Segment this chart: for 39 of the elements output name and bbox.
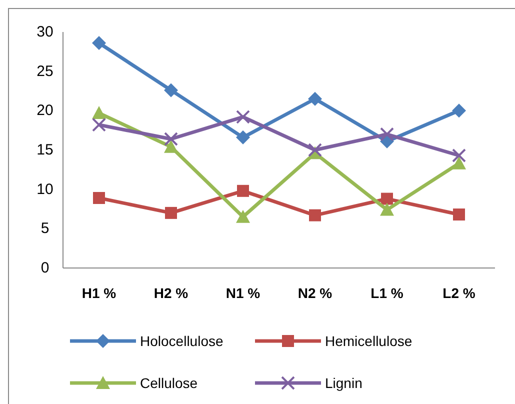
point	[92, 118, 106, 132]
y-tick-label: 5	[40, 220, 50, 238]
x-tick-label: L1 %	[370, 285, 404, 301]
point	[92, 36, 106, 50]
point	[452, 148, 466, 163]
point	[165, 206, 177, 219]
legend-label: Hemicellulose	[325, 333, 412, 349]
point	[381, 192, 393, 205]
x-tick-label: H1 %	[82, 285, 117, 301]
point	[164, 132, 178, 146]
legend-label: Lignin	[325, 375, 362, 391]
legend-label: Cellulose	[140, 375, 198, 391]
point	[236, 130, 250, 144]
point	[452, 156, 466, 170]
point	[453, 208, 465, 221]
x-tick-label: L2 %	[442, 285, 476, 301]
point	[93, 192, 105, 204]
point	[308, 92, 322, 106]
x-tick-label: N1 %	[226, 285, 261, 301]
point	[92, 106, 106, 120]
point	[236, 210, 250, 223]
legend-label: Holocellulose	[140, 333, 224, 349]
y-tick-label: 10	[36, 180, 54, 198]
point	[164, 140, 178, 153]
point	[380, 202, 394, 216]
point	[380, 127, 394, 142]
point	[308, 143, 322, 157]
y-tick-label: 25	[36, 62, 54, 80]
point	[452, 104, 466, 118]
y-tick-label: 15	[36, 142, 54, 158]
point	[237, 184, 249, 197]
point	[164, 83, 178, 98]
x-tick-label: N2 %	[298, 285, 333, 301]
x-tick-label: H2 %	[154, 285, 189, 301]
y-tick-label: 20	[36, 102, 54, 120]
y-tick-label: 30	[36, 24, 54, 40]
y-tick-label: 0	[40, 260, 50, 276]
point	[236, 110, 250, 124]
point	[309, 209, 321, 222]
